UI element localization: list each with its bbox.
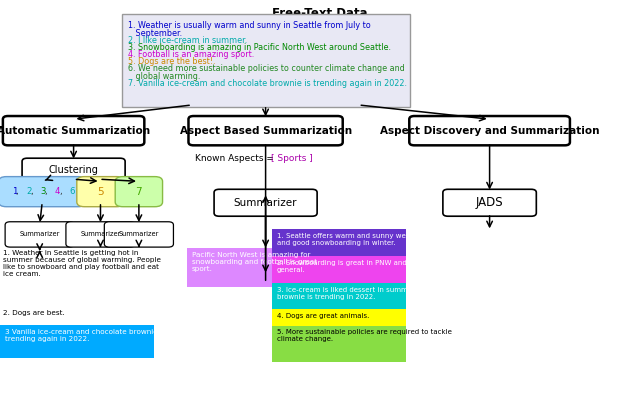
FancyBboxPatch shape (3, 116, 145, 145)
Text: 4. Dogs are great animals.: 4. Dogs are great animals. (277, 313, 369, 319)
FancyBboxPatch shape (115, 177, 163, 207)
FancyBboxPatch shape (122, 14, 410, 107)
FancyBboxPatch shape (272, 256, 406, 284)
FancyBboxPatch shape (272, 326, 406, 362)
Text: 3. Snowboarding is amazing in Pacific North West around Seattle.: 3. Snowboarding is amazing in Pacific No… (128, 43, 391, 52)
Text: 2: 2 (26, 187, 31, 196)
FancyBboxPatch shape (66, 222, 135, 247)
FancyBboxPatch shape (188, 116, 343, 145)
Text: Aspect Discovery and Summarization: Aspect Discovery and Summarization (380, 126, 599, 136)
Text: global warming.: global warming. (128, 72, 200, 81)
Text: ,: , (60, 187, 65, 196)
FancyBboxPatch shape (0, 177, 86, 207)
Text: Clustering: Clustering (49, 165, 99, 175)
Text: 7: 7 (136, 187, 142, 197)
Text: Summarizer: Summarizer (234, 198, 298, 208)
Text: 3 Vanilla ice-cream and chocolate brownie is
trending again in 2022.: 3 Vanilla ice-cream and chocolate browni… (5, 329, 166, 342)
Text: 4: 4 (55, 187, 60, 196)
Text: Summarizer: Summarizer (80, 231, 121, 238)
Text: 2. I like ice-cream in summer.: 2. I like ice-cream in summer. (128, 36, 247, 45)
FancyBboxPatch shape (443, 189, 536, 216)
FancyBboxPatch shape (104, 222, 173, 247)
FancyBboxPatch shape (272, 229, 406, 257)
Text: 5. More sustainable policies are required to tackle
climate change.: 5. More sustainable policies are require… (277, 329, 452, 343)
FancyBboxPatch shape (272, 283, 406, 311)
Text: [ Sports ]: [ Sports ] (271, 154, 312, 163)
Text: 3: 3 (40, 187, 46, 196)
Text: ,: , (17, 187, 22, 196)
FancyBboxPatch shape (22, 158, 125, 182)
FancyBboxPatch shape (187, 248, 318, 287)
FancyBboxPatch shape (272, 309, 406, 327)
FancyBboxPatch shape (77, 177, 124, 207)
Text: JADS: JADS (476, 196, 504, 209)
Text: 5: 5 (97, 187, 104, 197)
Text: 2. Dogs are best.: 2. Dogs are best. (3, 310, 65, 316)
Text: 4. Football is an amazing sport.: 4. Football is an amazing sport. (128, 50, 254, 59)
Text: Pacific North West is amazing for
snowboarding and football is great
sport.: Pacific North West is amazing for snowbo… (192, 252, 317, 272)
FancyBboxPatch shape (410, 116, 570, 145)
Text: Summarizer: Summarizer (19, 231, 60, 238)
Text: 1: 1 (12, 187, 17, 196)
Text: ,: , (31, 187, 36, 196)
Text: 1. Weather is usually warm and sunny in Seattle from July to: 1. Weather is usually warm and sunny in … (128, 21, 371, 30)
Text: 1. Weather in Seattle is getting hot in
summer because of global warming. People: 1. Weather in Seattle is getting hot in … (3, 250, 161, 277)
Text: 6: 6 (69, 187, 75, 196)
FancyBboxPatch shape (5, 222, 74, 247)
Text: Known Aspects =: Known Aspects = (195, 154, 277, 163)
FancyBboxPatch shape (0, 325, 154, 358)
Text: Free-Text Data: Free-Text Data (272, 7, 368, 20)
Text: 5. Dogs are the best!.: 5. Dogs are the best!. (128, 57, 216, 66)
Text: Automatic Summarization: Automatic Summarization (0, 126, 150, 136)
Text: 2. Snowboarding is great in PNW and Football is great in
general.: 2. Snowboarding is great in PNW and Foot… (277, 260, 474, 273)
Text: 1. Seattle offers warm and sunny weather in summer
and good snowboarding in wint: 1. Seattle offers warm and sunny weather… (277, 233, 464, 246)
Text: ,: , (45, 187, 51, 196)
Text: Aspect Based Summarization: Aspect Based Summarization (180, 126, 351, 136)
Text: September.: September. (128, 29, 182, 38)
Text: 7. Vanilla ice-cream and chocolate brownie is trending again in 2022.: 7. Vanilla ice-cream and chocolate brown… (128, 79, 407, 88)
Text: Summarizer: Summarizer (118, 231, 159, 238)
Text: 6. We need more sustainable policies to counter climate change and: 6. We need more sustainable policies to … (128, 64, 404, 73)
FancyBboxPatch shape (214, 189, 317, 216)
Text: 3. Ice-cream is liked dessert in summer. Ice cream over
brownie is trending in 2: 3. Ice-cream is liked dessert in summer.… (277, 287, 471, 300)
